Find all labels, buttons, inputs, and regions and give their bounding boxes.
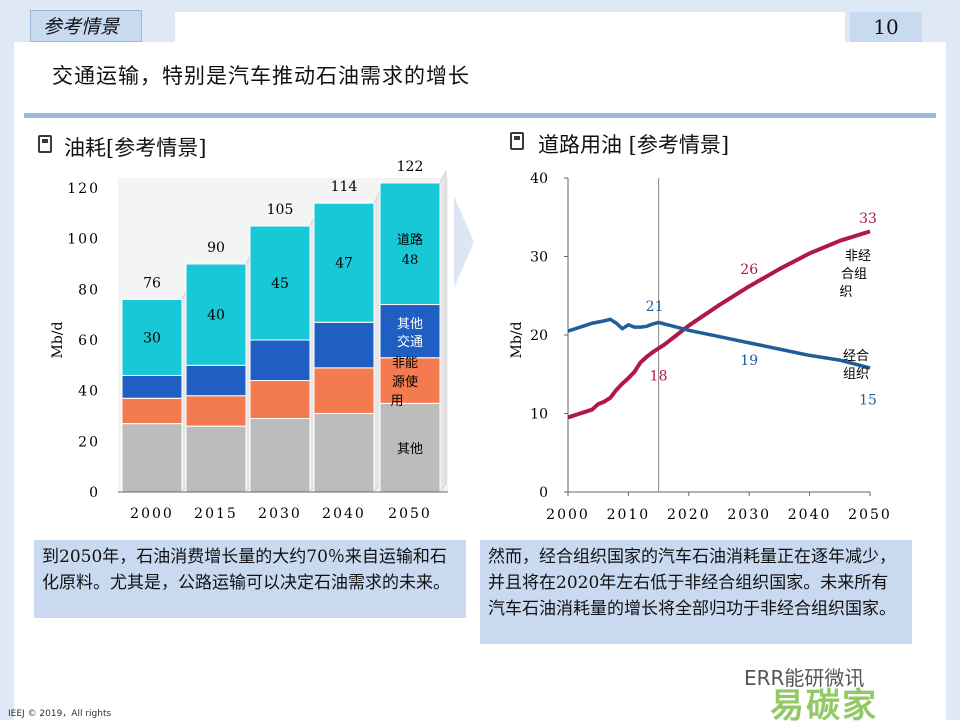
data-label: 21 <box>646 299 664 315</box>
y-tick-label: 0 <box>539 485 548 501</box>
x-tick-label: 2050 <box>388 506 432 522</box>
data-label: 26 <box>740 262 758 278</box>
bar-segment <box>249 380 311 420</box>
x-tick-label: 2040 <box>322 506 366 522</box>
non-oecd-series-label: 非经 <box>845 249 871 264</box>
oecd-line <box>567 317 871 370</box>
x-tick-label: 2010 <box>607 507 651 523</box>
x-tick-label: 2015 <box>194 506 238 522</box>
non-oecd-series-label: 织 <box>839 285 852 300</box>
data-label: 18 <box>650 369 668 385</box>
bar-total-label: 114 <box>331 179 358 195</box>
slide-subtitle: 交通运输，特别是汽车推动石油需求的增长 <box>52 64 470 88</box>
copyright-text: IEEJ © 2019，All rights <box>8 709 112 719</box>
right-note: 然而，经合组织国家的汽车石油消耗量正在逐年减少，并且将在2020年左右低于非经合… <box>480 540 912 644</box>
y-tick-label: 120 <box>67 181 100 197</box>
bar-segment <box>249 418 311 493</box>
left-note: 到2050年，石油消费增长量的大约70％来自运输和石化原料。尤其是，公路运输可以… <box>34 540 466 618</box>
non-oecd-series-label: 合组 <box>841 267 867 282</box>
right-chart-title: 道路用油 [参考情景] <box>538 133 730 157</box>
bar-segment <box>379 304 441 359</box>
non-energy-label: 用 <box>390 394 403 409</box>
data-label: 15 <box>859 392 877 408</box>
road-value-label: 45 <box>271 276 289 292</box>
fuel-pump-icon <box>38 135 52 153</box>
y-tick-label: 60 <box>78 333 100 349</box>
title-rule <box>24 113 936 118</box>
bar-segment <box>379 357 441 404</box>
road-value-label: 47 <box>335 256 353 272</box>
bar-segment <box>121 423 183 493</box>
bar-segment <box>313 367 375 414</box>
other-series-label: 其他 <box>397 442 423 457</box>
other-transport-label: 交通 <box>397 334 423 350</box>
bar-total-label: 105 <box>267 202 294 218</box>
x-tick-label: 2030 <box>727 507 771 523</box>
watermark-logo: 易碳家 <box>770 686 878 726</box>
bar-segment <box>249 339 311 382</box>
x-tick-label: 2030 <box>258 506 302 522</box>
oecd-series-label: 经合 <box>843 349 869 364</box>
scenario-tag: 参考情景 <box>30 10 142 42</box>
bar-segment <box>249 225 311 341</box>
bar-segment <box>185 425 247 493</box>
bar-segment <box>313 202 375 323</box>
bar-segment <box>185 263 247 366</box>
road-value-label: 40 <box>207 308 225 324</box>
non-energy-label: 源使 <box>392 374 418 390</box>
data-label: 19 <box>740 353 758 369</box>
x-tick-label: 2040 <box>788 507 832 523</box>
bar-segment <box>379 182 441 306</box>
y-tick-label: 40 <box>78 384 100 400</box>
bar-total-label: 122 <box>397 159 424 175</box>
x-tick-label: 2020 <box>667 507 711 523</box>
data-label: 33 <box>859 211 877 227</box>
bar-total-label: 90 <box>207 240 225 256</box>
y-tick-label: 80 <box>78 282 100 298</box>
right-frame <box>946 42 960 720</box>
left-chart-title: 油耗[参考情景] <box>64 136 207 160</box>
bar-total-label: 76 <box>143 275 161 291</box>
left-frame <box>0 42 14 720</box>
bar-segment <box>185 364 247 397</box>
road-value-label: 30 <box>143 330 161 346</box>
arrow-chevron-icon <box>454 196 474 288</box>
non-oecd-line <box>567 229 871 420</box>
oecd-series-label: 组织 <box>843 367 869 382</box>
road-value-label: 48 <box>402 253 419 268</box>
header-strip <box>175 12 845 42</box>
x-tick-label: 2050 <box>848 507 892 523</box>
y-tick-label: 20 <box>78 434 100 450</box>
bar-segment <box>185 395 247 427</box>
y-tick-label: 20 <box>530 328 548 344</box>
x-tick-label: 2000 <box>546 507 590 523</box>
x-tick-label: 2000 <box>130 506 174 522</box>
y-tick-label: 40 <box>530 171 548 187</box>
fuel-pump-icon <box>510 132 524 150</box>
y-tick-label: 100 <box>67 232 100 248</box>
page-number: 10 <box>850 12 922 42</box>
y-tick-label: 0 <box>89 485 100 501</box>
bar-y-axis-label: Mb/d <box>50 321 66 358</box>
road-series-label: 道路 <box>397 232 423 248</box>
non-energy-label: 非能 <box>392 356 418 371</box>
y-tick-label: 30 <box>530 250 548 266</box>
bar-segment <box>313 321 375 369</box>
line-y-axis-label: Mb/d <box>509 321 525 358</box>
y-tick-label: 10 <box>530 407 548 423</box>
other-transport-label: 其他 <box>397 317 423 332</box>
watermark-text: ERR能研微讯 <box>744 666 865 690</box>
bar-segment <box>121 298 183 376</box>
